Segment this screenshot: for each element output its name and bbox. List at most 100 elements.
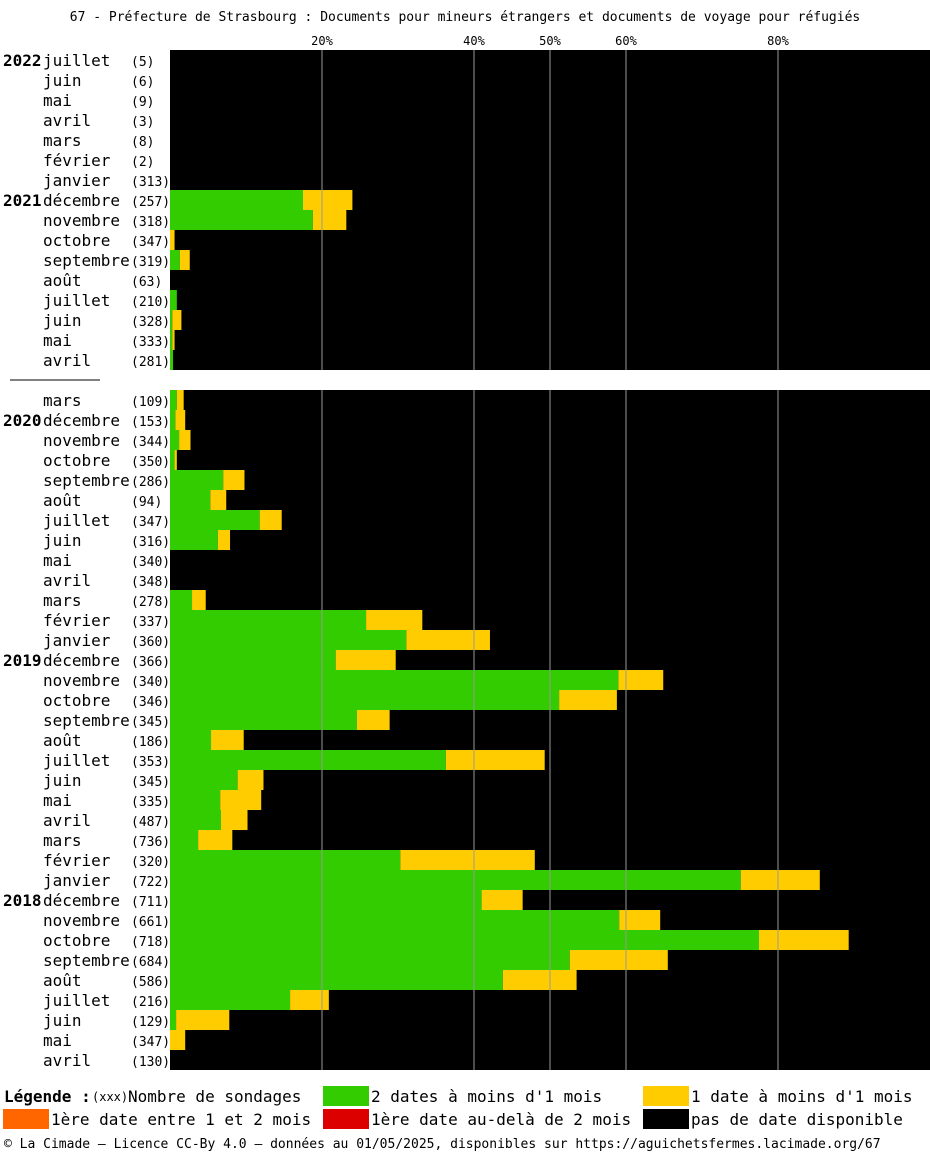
month-label: février: [43, 851, 111, 870]
month-label: janvier: [43, 871, 111, 890]
count-label: (3): [131, 115, 154, 130]
count-label: (9): [131, 95, 154, 110]
year-label: 2020: [3, 411, 42, 430]
bar-green-40: [170, 870, 741, 890]
bar-yellow-16: [176, 390, 184, 410]
count-label: (718): [131, 935, 170, 950]
count-label: (347): [131, 1035, 170, 1050]
count-label: (2): [131, 155, 154, 170]
month-label: octobre: [43, 451, 110, 470]
month-label: décembre: [43, 651, 120, 670]
month-label: mai: [43, 91, 72, 110]
month-label: juillet: [43, 991, 110, 1010]
month-label: novembre: [43, 211, 120, 230]
month-label: avril: [43, 111, 91, 130]
bar-yellow-20: [223, 470, 245, 490]
count-label: (345): [131, 715, 170, 730]
bar-yellow-45: [502, 970, 577, 990]
count-label: (347): [131, 235, 170, 250]
count-label: (340): [131, 555, 170, 570]
bar-green-45: [170, 970, 503, 990]
bar-yellow-37: [220, 810, 248, 830]
count-label: (360): [131, 635, 170, 650]
x-tick-label: 20%: [311, 34, 333, 48]
count-label: (353): [131, 755, 170, 770]
bar-green-23: [170, 530, 218, 550]
count-label: (186): [131, 735, 170, 750]
count-label: (320): [131, 855, 170, 870]
bar-yellow-32: [356, 710, 390, 730]
count-label: (313): [131, 175, 170, 190]
month-label: septembre: [43, 711, 130, 730]
count-label: (318): [131, 215, 170, 230]
count-label: (344): [131, 435, 170, 450]
bar-green-14: [170, 330, 173, 350]
month-label: mai: [43, 791, 72, 810]
bars-layer: [170, 190, 849, 1050]
bar-yellow-18: [179, 430, 191, 450]
bar-green-32: [170, 710, 357, 730]
bar-yellow-27: [366, 610, 423, 630]
month-label: février: [43, 151, 111, 170]
legend-label-red: 1ère date au-delà de 2 mois: [371, 1110, 632, 1129]
legend: Légende : (xxx) Nombre de sondages 2 dat…: [0, 1084, 930, 1134]
count-label: (316): [131, 535, 170, 550]
year-label: 2022: [3, 51, 42, 70]
legend-count-label: Nombre de sondages: [128, 1087, 302, 1106]
legend-swatch-green: [323, 1086, 369, 1106]
month-label: mars: [43, 391, 82, 410]
bar-green-12: [170, 290, 177, 310]
bar-yellow-35: [237, 770, 264, 790]
bar-green-39: [170, 850, 401, 870]
count-label: (736): [131, 835, 170, 850]
count-label: (129): [131, 1015, 170, 1030]
bar-green-29: [170, 650, 336, 670]
legend-swatch-yellow: [643, 1086, 689, 1106]
bar-yellow-44: [569, 950, 668, 970]
count-label: (281): [131, 355, 170, 370]
count-label: (345): [131, 775, 170, 790]
month-label: juillet: [43, 291, 110, 310]
bar-green-35: [170, 770, 238, 790]
legend-label-green: 2 dates à moins d'1 mois: [371, 1087, 603, 1106]
month-label: janvier: [43, 171, 111, 190]
count-label: (8): [131, 135, 154, 150]
month-label: novembre: [43, 911, 120, 930]
bar-green-46: [170, 990, 291, 1010]
count-label: (210): [131, 295, 170, 310]
year-label: 2018: [3, 891, 42, 910]
bar-green-41: [170, 890, 482, 910]
bar-green-22: [170, 510, 260, 530]
month-label: février: [43, 611, 111, 630]
bar-green-34: [170, 750, 446, 770]
bar-yellow-17: [175, 410, 186, 430]
month-label: septembre: [43, 951, 130, 970]
bar-yellow-28: [406, 630, 490, 650]
bar-green-37: [170, 810, 221, 830]
bar-yellow-46: [290, 990, 329, 1010]
year-label: 2021: [3, 191, 42, 210]
month-label: avril: [43, 571, 91, 590]
bar-green-13: [170, 310, 173, 330]
month-label: juillet: [43, 51, 110, 70]
bar-green-7: [170, 190, 303, 210]
bar-yellow-30: [618, 670, 664, 690]
bar-green-10: [170, 250, 180, 270]
bar-yellow-48: [170, 1030, 186, 1050]
bar-yellow-43: [759, 930, 849, 950]
legend-count-marker: (xxx): [92, 1090, 129, 1104]
legend-swatch-black: [643, 1109, 689, 1129]
bar-green-17: [170, 410, 176, 430]
count-label: (328): [131, 315, 170, 330]
bar-green-26: [170, 590, 193, 610]
month-label: avril: [43, 1051, 91, 1070]
count-label: (6): [131, 75, 154, 90]
count-label: (684): [131, 955, 170, 970]
bar-yellow-10: [179, 250, 190, 270]
month-label: juillet: [43, 751, 110, 770]
count-label: (5): [131, 55, 154, 70]
count-label: (63): [131, 275, 162, 290]
bar-yellow-23: [217, 530, 231, 550]
count-label: (348): [131, 575, 170, 590]
month-label: avril: [43, 351, 91, 370]
